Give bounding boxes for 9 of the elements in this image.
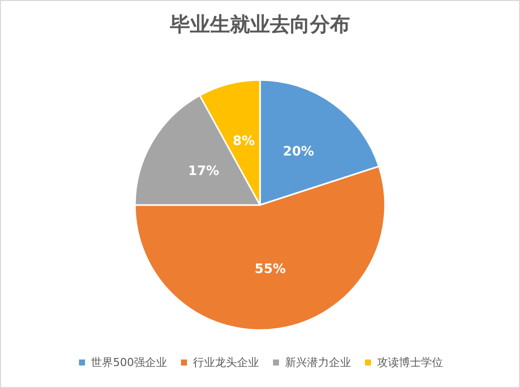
data-label: 17% (188, 164, 220, 180)
data-label: 8% (232, 134, 255, 150)
legend-label: 行业龙头企业 (193, 356, 259, 369)
chart-title: 毕业生就业去向分布 (169, 12, 350, 36)
data-label: 20% (282, 144, 314, 160)
legend-label: 攻读博士学位 (377, 356, 443, 369)
legend-label: 世界500强企业 (91, 356, 167, 369)
legend-label: 新兴潜力企业 (285, 356, 351, 369)
data-label: 55% (254, 262, 286, 278)
